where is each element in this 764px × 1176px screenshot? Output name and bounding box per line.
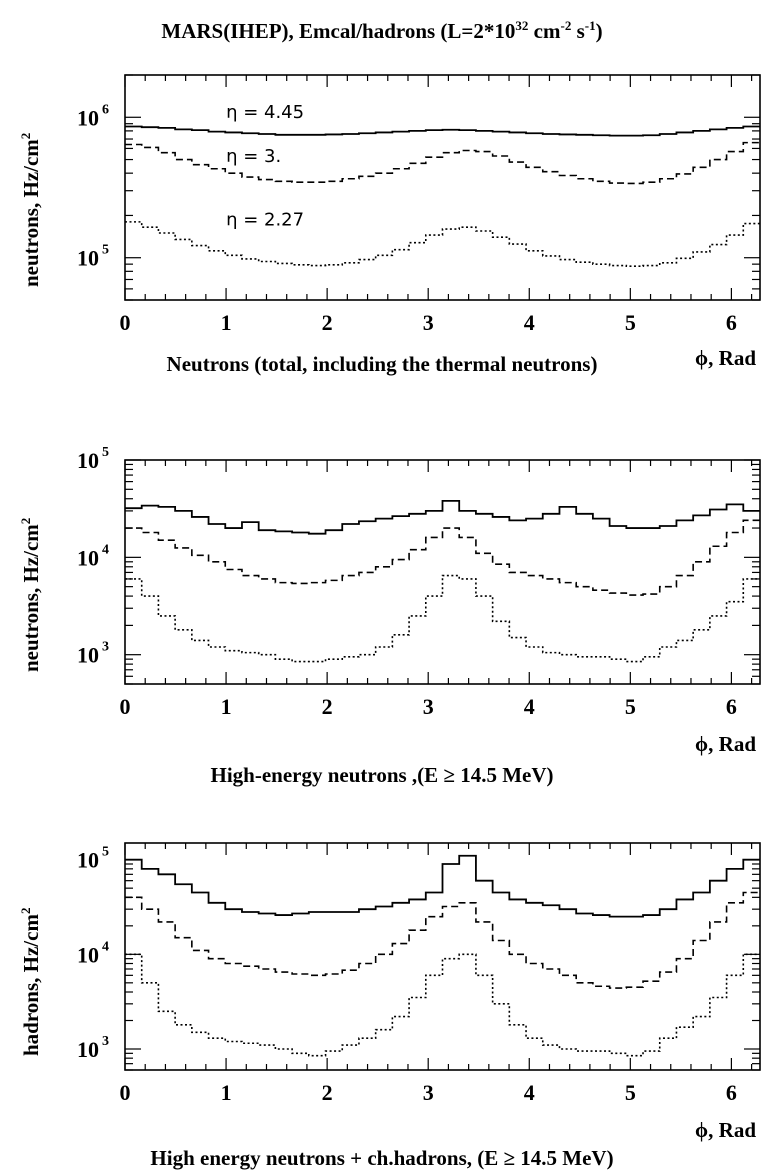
x-tick-label: 5 [625, 1080, 636, 1105]
x-tick-label: 6 [726, 694, 737, 719]
x-tick-label: 1 [221, 1080, 232, 1105]
figure-title-part: MARS(IHEP), Emcal/hadrons (L=2*10 [161, 19, 516, 43]
figure-title-part: cm [528, 19, 561, 43]
y-tick-label: 10 [77, 246, 99, 271]
x-tick-label: 5 [625, 694, 636, 719]
x-tick-label: 2 [322, 310, 333, 335]
panel2-xlabel: ϕ, Rad [695, 732, 756, 756]
x-tick-label: 4 [524, 310, 535, 335]
x-tick-label: 6 [726, 310, 737, 335]
x-tick-label: 4 [524, 694, 535, 719]
x-tick-label: 4 [524, 1080, 535, 1105]
series-solid-line [125, 125, 760, 137]
figure-title-part: ) [595, 19, 603, 43]
panel1-xlabel: ϕ, Rad [695, 346, 756, 370]
series-dashed-line [125, 519, 760, 596]
y-tick-exponent: 4 [102, 939, 109, 954]
y-tick-exponent: 6 [102, 102, 109, 117]
y-tick-label: 10 [77, 942, 99, 967]
x-tick-label: 3 [423, 310, 434, 335]
panel2-title: High-energy neutrons ,(E ≥ 14.5 MeV) [210, 763, 554, 787]
figure-title-exponent: -1 [584, 18, 596, 33]
series-solid-line [125, 854, 760, 918]
x-tick-label: 5 [625, 310, 636, 335]
x-tick-label: 6 [726, 1080, 737, 1105]
x-tick-label: 1 [221, 310, 232, 335]
y-tick-exponent: 3 [102, 640, 109, 655]
y-tick-label: 10 [77, 448, 99, 473]
figure-title-exponent: 32 [515, 18, 529, 33]
y-tick-label: 10 [77, 1037, 99, 1062]
figure-title-part: s [571, 19, 585, 43]
y-tick-exponent: 3 [102, 1034, 109, 1049]
x-tick-label: 0 [120, 1080, 131, 1105]
panel3-xlabel: ϕ, Rad [695, 1118, 756, 1142]
y-tick-label: 10 [77, 848, 99, 873]
y-tick-exponent: 4 [102, 542, 109, 557]
series-dotted-line [125, 953, 760, 1057]
y-tick-label: 10 [77, 643, 99, 668]
series-annotation: η = 4.45 [226, 102, 304, 123]
figure-title-exponent: -2 [560, 18, 572, 33]
series-annotation: η = 2.27 [226, 209, 304, 230]
series-solid-line [125, 500, 760, 535]
x-tick-label: 3 [423, 1080, 434, 1105]
series-dashed-line [125, 141, 760, 185]
series-annotation: η = 3. [226, 146, 281, 167]
y-tick-exponent: 5 [102, 243, 109, 258]
figure-title: MARS(IHEP), Emcal/hadrons (L=2*1032 cm-2… [0, 18, 764, 44]
y-tick-exponent: 5 [102, 445, 109, 460]
x-tick-label: 2 [322, 694, 333, 719]
panel3-title: High energy neutrons + ch.hadrons, (E ≥ … [150, 1146, 614, 1170]
x-tick-label: 0 [120, 310, 131, 335]
x-tick-label: 2 [322, 1080, 333, 1105]
y-tick-label: 10 [77, 105, 99, 130]
x-tick-label: 0 [120, 694, 131, 719]
x-tick-label: 1 [221, 694, 232, 719]
y-tick-label: 10 [77, 545, 99, 570]
panel1-title: Neutrons (total, including the thermal n… [166, 352, 598, 376]
plot-frame [124, 74, 761, 301]
y-tick-exponent: 5 [102, 845, 109, 860]
plot-frame [124, 842, 761, 1071]
series-dotted-line [125, 221, 760, 268]
x-tick-label: 3 [423, 694, 434, 719]
